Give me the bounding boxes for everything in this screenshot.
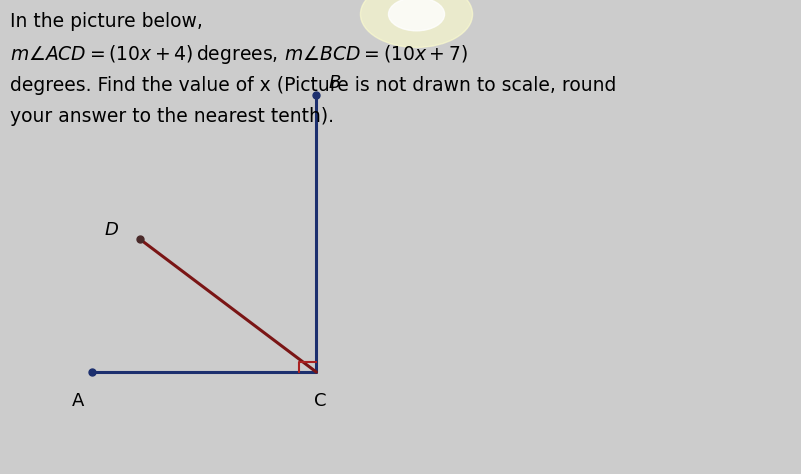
Text: $m\angle ACD = (10x+4)$$\,\mathrm{degrees},\,m\angle BCD = (10x+7)$: $m\angle ACD = (10x+4)$$\,\mathrm{degree… bbox=[10, 43, 468, 66]
Text: degrees. Find the value of x (Picture is not drawn to scale, round: degrees. Find the value of x (Picture is… bbox=[10, 76, 616, 95]
Text: In the picture below,: In the picture below, bbox=[10, 12, 203, 31]
Text: B: B bbox=[328, 74, 340, 92]
Text: your answer to the nearest tenth).: your answer to the nearest tenth). bbox=[10, 107, 333, 126]
Circle shape bbox=[388, 0, 445, 31]
Circle shape bbox=[360, 0, 473, 47]
Text: A: A bbox=[72, 392, 85, 410]
Text: D: D bbox=[105, 221, 119, 239]
Text: C: C bbox=[314, 392, 327, 410]
